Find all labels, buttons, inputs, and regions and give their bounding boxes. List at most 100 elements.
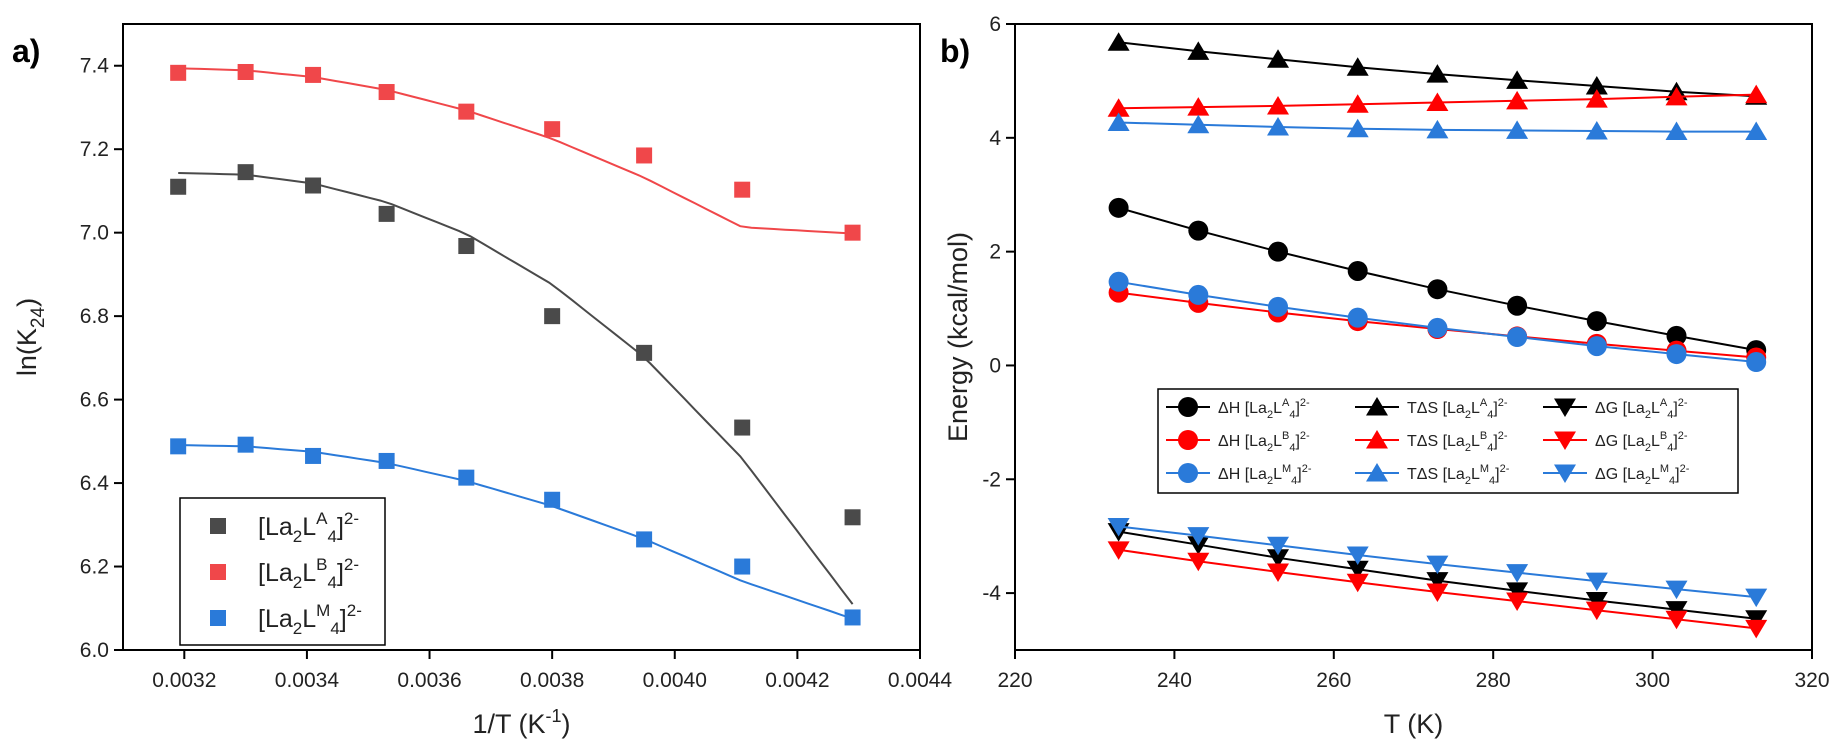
legend-sub: 2: [1465, 409, 1471, 421]
legend-sup: B: [1282, 430, 1289, 442]
data-point: [1585, 601, 1608, 621]
legend-label: TΔS [La2LM4]2-: [1407, 463, 1510, 487]
data-point: [1346, 546, 1369, 565]
legend-text-part: ]: [337, 513, 344, 541]
data-point: [1506, 120, 1529, 139]
legend-sub: 4: [1289, 409, 1295, 421]
legend-text-part: ]: [1495, 466, 1499, 483]
data-point: [1586, 311, 1607, 332]
panel-a: 0.0032 0.0034 0.0036 0.0038 0.0040 0.0042 0.00…: [12, 23, 952, 739]
legend-marker: [210, 564, 226, 580]
x-tick-label: 0.0040: [643, 669, 707, 692]
y-tick-label: 6.4: [80, 472, 110, 495]
data-point: [305, 177, 322, 194]
data-point: [1665, 86, 1688, 106]
legend-sup: A: [1480, 397, 1488, 409]
legend-sub: 2: [1267, 409, 1273, 421]
legend-sup: A: [1282, 397, 1290, 409]
data-point: [378, 205, 395, 222]
data-point: [1346, 560, 1369, 580]
data-point: [1426, 555, 1449, 575]
data-point: [305, 447, 322, 464]
data-point: [1745, 121, 1768, 141]
y-tick-label: 6: [989, 13, 1001, 36]
y-axis-title: Energy (kcal/mol): [943, 232, 973, 442]
legend-box: [1157, 388, 1739, 494]
legend-text-part: [La: [258, 513, 293, 541]
legend-sup: 2-: [1302, 463, 1312, 475]
legend-label: [La2LM4]2-: [258, 601, 362, 638]
y-tick-label: 7.2: [80, 138, 109, 161]
data-point: [305, 66, 322, 83]
legend-marker: [210, 610, 226, 626]
legend-sup: 2-: [1678, 430, 1688, 442]
data-point: [1585, 89, 1608, 108]
legend-sub: 4: [1489, 475, 1495, 487]
y-tick-label: 2: [989, 241, 1001, 264]
data-point: [237, 436, 254, 453]
x-axis-title-main: 1/T (K: [472, 709, 545, 739]
legend-sub: 4: [327, 527, 336, 546]
legend-label: ΔH [La2LB4]2-: [1218, 430, 1310, 454]
y-tick-label: 0: [989, 354, 1001, 377]
legend-text-part: L: [1471, 400, 1480, 417]
x-tick-label: 0.0038: [520, 669, 584, 692]
data-point: [636, 147, 653, 164]
legend-marker: [1554, 464, 1576, 483]
data-point: [458, 103, 475, 120]
legend-sup: M: [1282, 463, 1291, 475]
legend-sub: 2: [1645, 475, 1651, 487]
legend-sub: 4: [330, 619, 339, 638]
data-point: [1665, 601, 1688, 620]
legend-sub: 2: [293, 573, 302, 592]
legend-label: ΔG [La2LA4]2-: [1595, 397, 1688, 421]
x-axis-title: T (K): [1384, 709, 1444, 739]
legend-text-part: TΔS [La: [1407, 466, 1465, 483]
legend-sup: M: [1660, 463, 1669, 475]
legend-sup: B: [316, 555, 327, 574]
legend-text-part: L: [1273, 400, 1282, 417]
legend-marker: [1178, 397, 1198, 417]
y-axis-title-sub: 24: [28, 306, 49, 328]
legend-sub: 2: [1465, 475, 1471, 487]
legend-text-part: L: [1651, 400, 1660, 417]
legend-sub: 4: [1667, 442, 1673, 454]
data-point: [170, 178, 187, 195]
data-point: [1426, 572, 1449, 591]
data-point: [1585, 591, 1608, 611]
legend-sub: 4: [1291, 475, 1297, 487]
legend-sup: 2-: [1680, 463, 1690, 475]
series-4: [1107, 84, 1768, 117]
data-point: [1506, 70, 1529, 89]
data-point: [1107, 112, 1130, 131]
legend-sub: 2: [1465, 442, 1471, 454]
legend-label: [La2LB4]2-: [258, 555, 359, 592]
data-point: [1427, 279, 1448, 300]
legend-sub: 4: [1669, 475, 1675, 487]
data-point: [1427, 317, 1448, 338]
legend-text-part: L: [302, 559, 316, 587]
legend-sub: 2: [1645, 409, 1651, 421]
data-point: [1267, 117, 1290, 136]
x-tick-label: 0.0042: [765, 669, 829, 692]
legend-marker: [1366, 463, 1388, 482]
data-point: [1585, 76, 1608, 95]
legend-sup: 2-: [344, 555, 359, 574]
legend-text-part: L: [1651, 433, 1660, 450]
legend-label: ΔG [La2LB4]2-: [1595, 430, 1688, 454]
data-point: [1188, 220, 1209, 241]
legend-sup: A: [316, 509, 328, 528]
legend-text-part: [La: [258, 559, 293, 587]
legend-sup: B: [1480, 430, 1487, 442]
legend-sub: 2: [1267, 475, 1273, 487]
panel-label: a): [12, 33, 40, 69]
data-point: [844, 509, 861, 526]
panel-label: b): [940, 33, 970, 69]
data-point: [170, 64, 187, 81]
series-8: [1107, 518, 1768, 608]
data-point: [1187, 527, 1210, 546]
data-point: [1745, 84, 1768, 104]
data-point: [734, 181, 751, 198]
legend-text-part: ]: [1295, 433, 1299, 450]
